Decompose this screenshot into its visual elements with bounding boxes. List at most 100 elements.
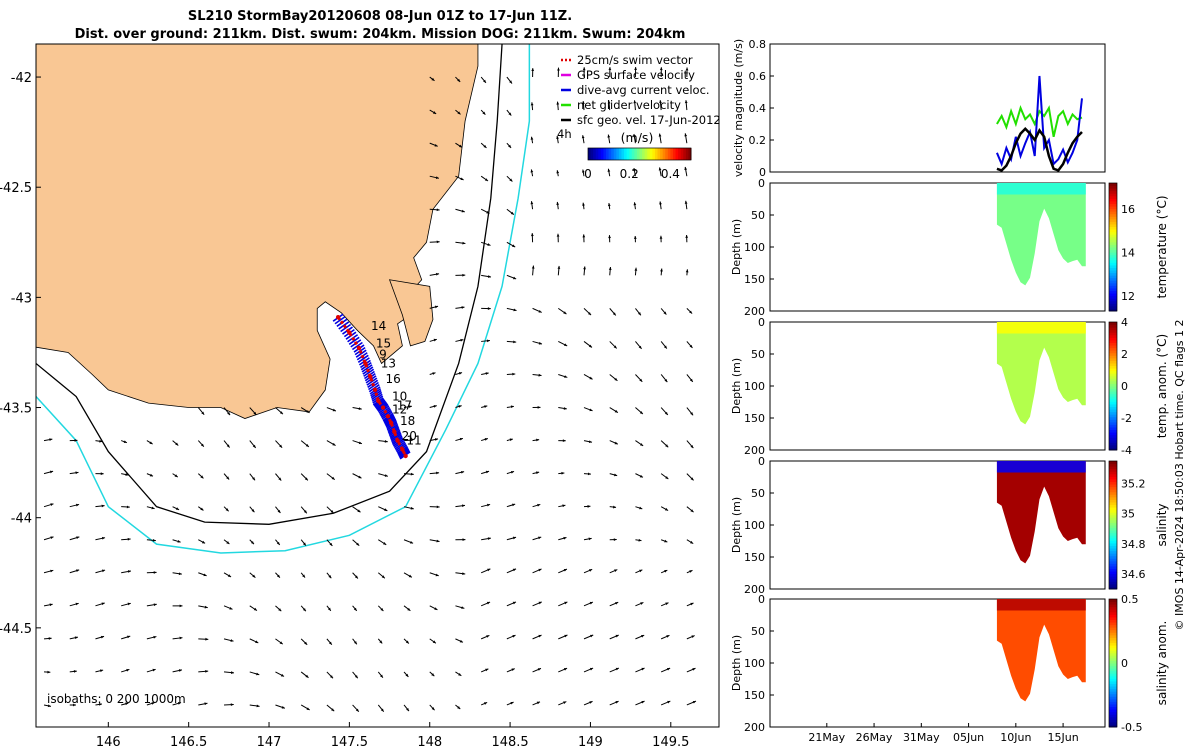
velocity-arrow-head [410, 438, 414, 442]
colorbar-cell [1109, 691, 1117, 695]
colorbar-cell [1109, 606, 1117, 610]
time-axis: 21May 26May 31May 05Jun 10Jun 15Jun [808, 723, 1079, 744]
colorbar-cell [1109, 468, 1117, 472]
colorbar-cell [1109, 568, 1117, 572]
velocity-arrow-head [305, 444, 309, 447]
isobath-legend: isobaths: 0 200 1000m [47, 692, 186, 706]
velocity-arrow-head [380, 674, 383, 678]
velocity-arrow-head [538, 341, 542, 345]
colorbar-cell [1109, 709, 1117, 713]
velocity-arrow-head [563, 701, 567, 704]
velocity-arrow-head [684, 166, 688, 171]
velocity-arrow-head [530, 233, 534, 237]
colorbar-cell [1109, 305, 1117, 309]
time-tick-label: 21May [808, 731, 845, 744]
velocity-arrow-head [633, 134, 636, 138]
velocity-arrow-head [608, 267, 612, 271]
velocity-arrow-head [462, 572, 466, 576]
velocity-arrow-head [607, 203, 611, 207]
colorbar-cell [1109, 563, 1117, 567]
velocity-arrow-head [563, 311, 567, 315]
y-tick-label: -42.5 [0, 181, 32, 196]
velocity-arrow-head [177, 540, 181, 543]
colorbar-tick-label: 0 [1121, 380, 1128, 393]
day-label: 9 [379, 348, 387, 362]
depth-tick-label: 0 [758, 316, 765, 329]
colorbar-cell [1109, 555, 1117, 559]
colorbar-cell [1109, 637, 1117, 641]
velocity-arrow-head [531, 265, 535, 269]
colorbar-cell [1109, 461, 1117, 465]
time-tick-label: 05Jun [953, 731, 984, 744]
colorbar-tick-label: 35.2 [1121, 478, 1146, 491]
velocity-arrow-head [461, 606, 465, 609]
velocity-arrow-head [250, 541, 254, 545]
colorbar-cell [1109, 668, 1117, 672]
velocity-arrow-head [537, 503, 541, 507]
velocity-arrow-head [530, 136, 534, 140]
velocity-arrow-head [691, 635, 695, 638]
colorbar-cell [1109, 432, 1117, 436]
velocity-arrow-head [512, 601, 517, 605]
velocity-arrow-head [459, 437, 463, 441]
velocity-arrow-head [663, 311, 667, 315]
colorbar-cell [1109, 203, 1117, 207]
velocity-arrow-head [277, 509, 281, 513]
colorbar-tick-label: 34.6 [1121, 568, 1146, 581]
tasmania-land [36, 44, 479, 419]
velocity-arrow-head [484, 438, 488, 441]
colorbar-cell [1109, 267, 1117, 271]
colorbar-cell [1109, 183, 1117, 187]
velocity-arrow-head [303, 510, 307, 514]
velocity-arrow-head [458, 372, 463, 375]
velocity-ytick-label: 0 [759, 166, 766, 179]
colorbar-cell [1109, 686, 1117, 690]
map-colorbar-cell [616, 148, 620, 160]
colorbar-cell [1109, 231, 1117, 235]
map-colorbar-cell [624, 148, 628, 160]
colorbar-cell [1109, 619, 1117, 623]
y-tick-label: -43 [11, 291, 32, 306]
velocity-arrow-head [153, 603, 157, 607]
velocity-arrow-head [253, 607, 257, 611]
depth-tick-label: 50 [751, 625, 765, 638]
colorbar-cell [1109, 393, 1117, 397]
velocity-arrow-head [510, 405, 514, 409]
velocity-arrow-head [665, 602, 669, 606]
velocity-arrow-head [435, 176, 439, 180]
velocity-arrow-head [564, 375, 568, 378]
depth-tick-label: 0 [758, 177, 765, 190]
dive-avg-current-vector [338, 321, 350, 330]
colorbar-cell [1109, 380, 1117, 384]
velocity-arrow-head [279, 641, 283, 645]
velocity-arrow-head [302, 542, 306, 546]
colorbar-cell [1109, 507, 1117, 511]
colorbar-cell [1109, 401, 1117, 405]
velocity-arrow-head [460, 177, 464, 180]
track-point [368, 374, 373, 379]
velocity-arrow-head [204, 605, 208, 609]
colorbar-cell [1109, 519, 1117, 523]
velocity-arrow-head [564, 634, 568, 638]
velocity-series-line [996, 127, 1083, 172]
velocity-arrow-head [482, 111, 486, 115]
velocity-arrow-head [512, 635, 516, 638]
velocity-arrow-head [331, 476, 335, 480]
velocity-arrow-head [689, 570, 693, 573]
track-point [395, 438, 400, 443]
colorbar-label: salinity [1155, 503, 1169, 546]
day-label: 11 [406, 434, 421, 448]
velocity-arrow-head [639, 474, 643, 478]
dive-avg-current-vector [366, 377, 378, 386]
velocity-arrow-head [664, 507, 669, 511]
velocity-arrow-head [461, 470, 465, 474]
colorbar-cell [1109, 270, 1117, 274]
map-colorbar-cell [683, 148, 687, 160]
x-tick-label: 149.5 [652, 735, 689, 750]
velocity-arrow-head [252, 444, 256, 448]
velocity-arrow-head [276, 541, 280, 545]
colorbar-cell [1109, 347, 1117, 351]
velocity-arrow-head [588, 312, 592, 316]
colorbar-cell [1109, 650, 1117, 654]
